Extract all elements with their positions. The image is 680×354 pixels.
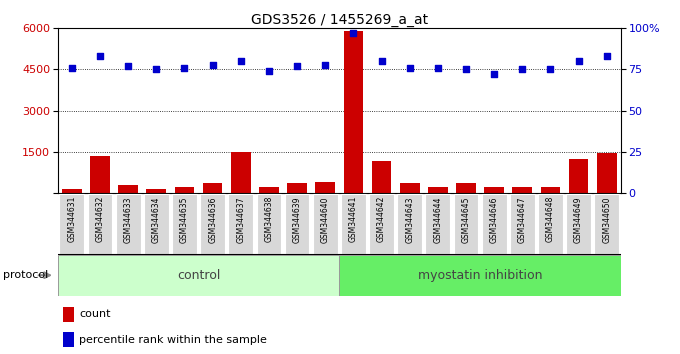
Point — [122, 63, 133, 69]
Point — [376, 58, 387, 64]
Bar — [259, 188, 279, 193]
Text: GSM344635: GSM344635 — [180, 196, 189, 242]
Bar — [568, 159, 588, 193]
Text: GSM344644: GSM344644 — [433, 196, 443, 242]
Text: myostatin inhibition: myostatin inhibition — [418, 269, 543, 282]
Bar — [428, 188, 447, 193]
Text: GSM344636: GSM344636 — [208, 196, 217, 242]
Point — [348, 30, 359, 36]
Text: GSM344639: GSM344639 — [292, 196, 302, 242]
Text: GSM344633: GSM344633 — [124, 196, 133, 242]
FancyBboxPatch shape — [426, 194, 450, 254]
Bar — [456, 183, 476, 193]
Point — [432, 65, 443, 71]
Bar — [63, 332, 73, 347]
FancyBboxPatch shape — [88, 194, 112, 254]
Text: GSM344648: GSM344648 — [546, 196, 555, 242]
Title: GDS3526 / 1455269_a_at: GDS3526 / 1455269_a_at — [251, 13, 428, 27]
Text: control: control — [177, 269, 220, 282]
FancyBboxPatch shape — [566, 194, 591, 254]
FancyBboxPatch shape — [256, 194, 282, 254]
Text: GSM344641: GSM344641 — [349, 196, 358, 242]
Point — [489, 72, 500, 77]
Text: GSM344646: GSM344646 — [490, 196, 498, 242]
Text: GSM344634: GSM344634 — [152, 196, 161, 242]
Point — [573, 58, 584, 64]
Bar — [146, 189, 166, 193]
Bar — [316, 182, 335, 193]
Point — [67, 65, 78, 71]
FancyBboxPatch shape — [369, 194, 394, 254]
Bar — [118, 185, 138, 193]
Point — [404, 65, 415, 71]
Point — [207, 62, 218, 67]
FancyBboxPatch shape — [285, 194, 309, 254]
FancyBboxPatch shape — [594, 194, 619, 254]
FancyBboxPatch shape — [339, 255, 621, 296]
FancyBboxPatch shape — [538, 194, 563, 254]
Point — [320, 62, 330, 67]
Bar — [597, 153, 617, 193]
Point — [235, 58, 246, 64]
Bar — [175, 188, 194, 193]
Bar — [372, 161, 392, 193]
FancyBboxPatch shape — [116, 194, 141, 254]
Text: GSM344649: GSM344649 — [574, 196, 583, 242]
Bar — [90, 156, 110, 193]
Text: GSM344650: GSM344650 — [602, 196, 611, 242]
Bar — [400, 183, 420, 193]
FancyBboxPatch shape — [397, 194, 422, 254]
Bar — [343, 31, 363, 193]
Text: GSM344631: GSM344631 — [67, 196, 76, 242]
Text: GSM344640: GSM344640 — [321, 196, 330, 242]
FancyBboxPatch shape — [172, 194, 197, 254]
Bar — [541, 188, 560, 193]
Text: count: count — [79, 309, 111, 320]
Point — [179, 65, 190, 71]
FancyBboxPatch shape — [341, 194, 366, 254]
FancyBboxPatch shape — [313, 194, 338, 254]
Point — [95, 53, 105, 59]
Point — [517, 67, 528, 72]
FancyBboxPatch shape — [454, 194, 479, 254]
Point — [264, 68, 275, 74]
Bar — [287, 183, 307, 193]
Text: GSM344638: GSM344638 — [265, 196, 273, 242]
Bar — [484, 188, 504, 193]
Bar — [513, 188, 532, 193]
Bar — [231, 152, 251, 193]
Text: GSM344647: GSM344647 — [517, 196, 527, 242]
Point — [460, 67, 471, 72]
Bar — [62, 189, 82, 193]
Bar — [63, 307, 73, 322]
FancyBboxPatch shape — [144, 194, 169, 254]
Point — [545, 67, 556, 72]
Text: protocol: protocol — [3, 270, 49, 280]
Text: GSM344645: GSM344645 — [462, 196, 471, 242]
Point — [601, 53, 612, 59]
Text: GSM344637: GSM344637 — [236, 196, 245, 242]
Text: GSM344632: GSM344632 — [95, 196, 105, 242]
FancyBboxPatch shape — [200, 194, 225, 254]
Point — [292, 63, 303, 69]
Text: percentile rank within the sample: percentile rank within the sample — [79, 335, 267, 345]
FancyBboxPatch shape — [58, 255, 339, 296]
FancyBboxPatch shape — [59, 194, 84, 254]
Text: GSM344643: GSM344643 — [405, 196, 414, 242]
FancyBboxPatch shape — [510, 194, 534, 254]
Point — [151, 67, 162, 72]
FancyBboxPatch shape — [481, 194, 507, 254]
Bar — [203, 183, 222, 193]
Text: GSM344642: GSM344642 — [377, 196, 386, 242]
FancyBboxPatch shape — [228, 194, 253, 254]
